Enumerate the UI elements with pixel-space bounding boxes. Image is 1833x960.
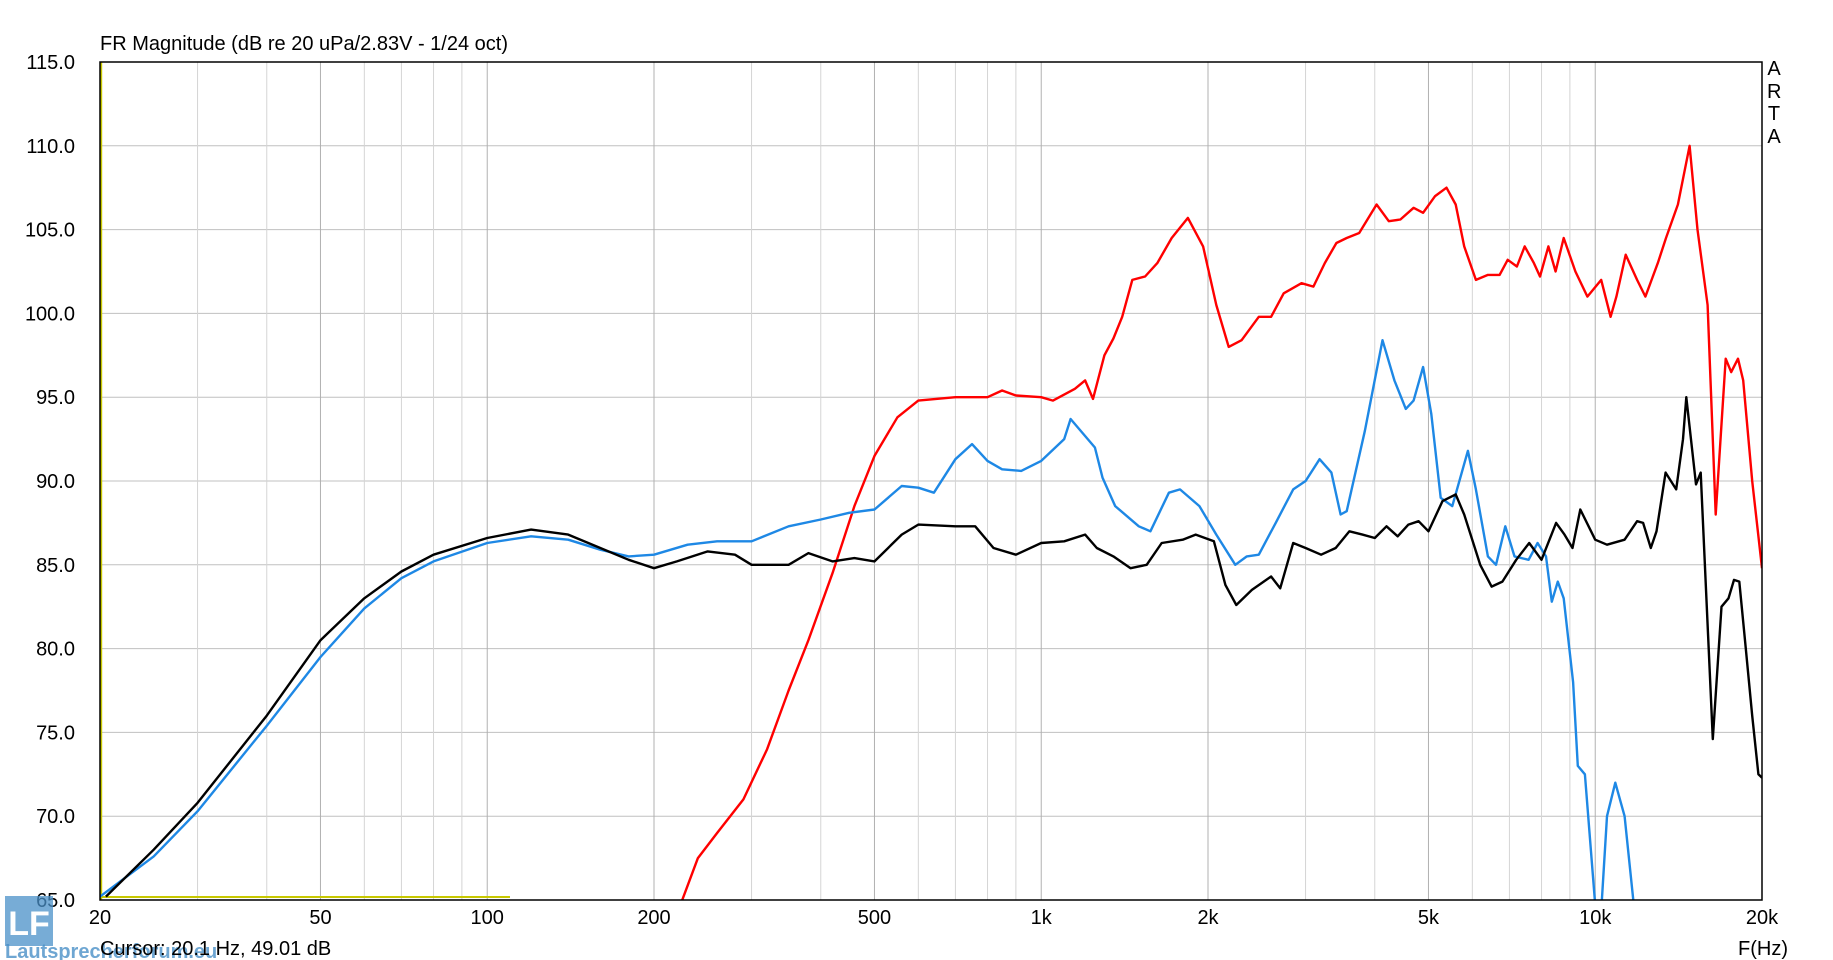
x-tick-label: 10k [1579, 907, 1612, 929]
x-tick-label: 500 [858, 907, 891, 929]
y-tick-label: 85.0 [36, 555, 75, 577]
y-tick-label: 70.0 [36, 806, 75, 828]
x-tick-label: 50 [309, 907, 331, 929]
x-axis-label: F(Hz) [1738, 938, 1788, 960]
x-tick-label: 5k [1418, 907, 1440, 929]
response-curve [680, 144, 1762, 900]
brand: ARTA [1767, 58, 1782, 148]
watermark-logo-box [5, 896, 53, 946]
plot-frame [99, 61, 1763, 901]
x-tick-label: 100 [471, 907, 504, 929]
chart-title: FR Magnitude (dB re 20 uPa/2.83V - 1/24 … [100, 33, 508, 55]
axis-labels: 65.070.075.080.085.090.095.0100.0105.011… [25, 52, 1779, 929]
y-tick-label: 95.0 [36, 387, 75, 409]
y-tick-label: 115.0 [26, 52, 75, 74]
y-tick-label: 100.0 [25, 303, 75, 325]
curves [100, 144, 1762, 900]
response-curve [100, 339, 1635, 900]
watermark-text: Lautsprecherforum.eu [5, 941, 217, 960]
y-tick-label: 75.0 [36, 722, 75, 744]
x-tick-label: 1k [1031, 907, 1053, 929]
x-tick-label: 200 [637, 907, 670, 929]
y-tick-label: 105.0 [25, 220, 75, 242]
cursor-readout: Cursor: 20.1 Hz, 49.01 dB [100, 938, 331, 960]
x-tick-label: 20k [1746, 907, 1779, 929]
x-tick-label: 2k [1197, 907, 1219, 929]
x-tick-label: 20 [89, 907, 111, 929]
response-curve [105, 396, 1762, 898]
watermark-logo: LF [8, 905, 50, 943]
y-tick-label: 110.0 [26, 136, 75, 158]
y-tick-label: 80.0 [36, 639, 75, 661]
y-tick-label: 90.0 [36, 471, 75, 493]
